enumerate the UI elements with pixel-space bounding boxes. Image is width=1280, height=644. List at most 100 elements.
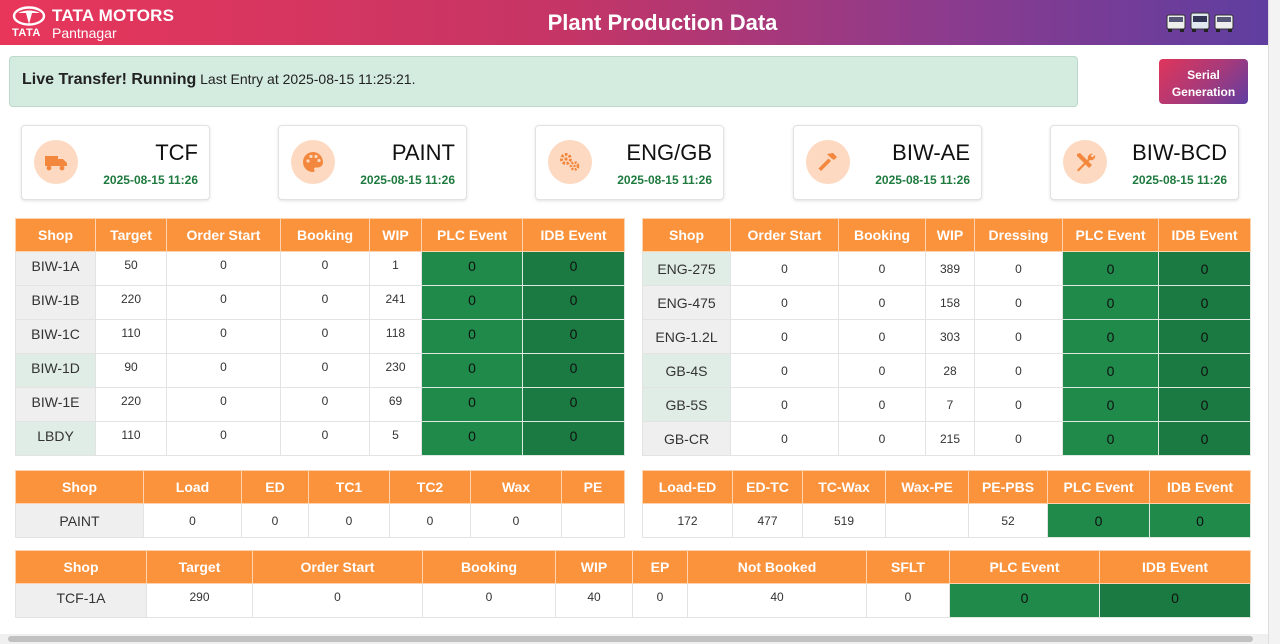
column-header[interactable]: Booking [280,218,370,252]
plc-event-cell: 0 [949,583,1100,618]
column-header[interactable]: Shop [15,218,96,252]
hammer-icon [818,153,837,171]
table-cell: 118 [369,319,422,354]
column-header[interactable]: WIP [555,550,633,584]
table-cell: 5 [369,421,422,456]
shop-card-eng-gb[interactable]: ENG/GB 2025-08-15 11:26 [535,125,724,200]
shop-cell: TCF-1A [15,583,147,618]
column-header[interactable]: Booking [422,550,556,584]
column-header[interactable]: IDB Event [522,218,625,252]
column-header[interactable]: Target [95,218,167,252]
truck-icon [1214,14,1234,32]
table-row: PAINT 0 0 0 0 0 [15,503,625,538]
table-cell: 0 [838,285,926,320]
column-header[interactable]: IDB Event [1099,550,1251,584]
shop-card-biw-ae[interactable]: BIW-AE 2025-08-15 11:26 [793,125,982,200]
table-cell: 0 [252,583,423,618]
column-header[interactable]: PE-PBS [968,470,1048,504]
column-header[interactable]: TC2 [389,470,471,504]
table-cell: 0 [280,319,370,354]
column-header[interactable]: Booking [838,218,926,252]
table-cell: 52 [968,503,1048,538]
column-header[interactable]: ED-TC [732,470,803,504]
column-header[interactable]: Order Start [730,218,839,252]
table-row: 172 477 519 52 0 0 [642,503,1251,538]
table-row: LBDY 110 0 0 5 0 0 [15,421,625,456]
column-header[interactable]: Load-ED [642,470,733,504]
table-cell: 0 [308,503,390,538]
column-header[interactable]: WIP [925,218,975,252]
shop-cell: BIW-1B [15,285,96,320]
column-header[interactable]: IDB Event [1158,218,1251,252]
shop-card-biw-bcd[interactable]: BIW-BCD 2025-08-15 11:26 [1050,125,1239,200]
column-header[interactable]: WIP [369,218,422,252]
column-header[interactable]: PLC Event [1047,470,1150,504]
tools-icon [1077,153,1096,172]
shop-cell: ENG-475 [642,285,731,320]
column-header[interactable]: IDB Event [1149,470,1251,504]
shop-cell: BIW-1C [15,319,96,354]
shop-cell: BIW-1D [15,353,96,388]
column-header[interactable]: PLC Event [1062,218,1159,252]
table-cell: 0 [166,251,281,286]
column-header[interactable]: Shop [15,470,144,504]
idb-event-cell: 0 [1158,353,1251,388]
column-header[interactable]: Shop [642,218,731,252]
column-header[interactable]: Target [146,550,253,584]
vertical-scrollbar[interactable] [1268,0,1280,644]
table-row: ENG-275 0 0 389 0 0 0 [642,251,1251,286]
column-header[interactable]: Dressing [974,218,1063,252]
column-header[interactable]: Order Start [252,550,423,584]
table-cell: 0 [974,251,1063,286]
card-timestamp: 2025-08-15 11:26 [360,173,455,187]
column-header[interactable]: Not Booked [687,550,867,584]
shop-cell: ENG-1.2L [642,319,731,354]
column-header[interactable]: PLC Event [949,550,1100,584]
table-cell: 220 [95,285,167,320]
column-header[interactable]: PLC Event [421,218,523,252]
plc-event-cell: 0 [421,251,523,286]
table-cell: 158 [925,285,975,320]
table-cell: 0 [280,387,370,422]
column-header[interactable]: TC1 [308,470,390,504]
table-cell: 0 [974,285,1063,320]
table-row: BIW-1D 90 0 0 230 0 0 [15,353,625,388]
table-cell: 0 [730,387,839,422]
horizontal-scrollbar[interactable] [0,634,1268,644]
table-cell: 0 [730,353,839,388]
table-cell: 172 [642,503,733,538]
column-header[interactable]: ED [241,470,309,504]
shop-cell: GB-4S [642,353,731,388]
column-header[interactable]: Shop [15,550,147,584]
column-header[interactable]: Wax [470,470,562,504]
column-header[interactable]: Load [143,470,242,504]
idb-event-cell: 0 [522,251,625,286]
table-cell: 0 [280,421,370,456]
table-cell: 0 [730,285,839,320]
idb-event-cell: 0 [1158,285,1251,320]
table-row: ENG-1.2L 0 0 303 0 0 0 [642,319,1251,354]
idb-event-cell: 0 [522,421,625,456]
shop-card-paint[interactable]: PAINT 2025-08-15 11:26 [278,125,467,200]
table-cell: 0 [730,421,839,456]
scrollbar-thumb[interactable] [8,636,1253,642]
table-cell: 0 [166,353,281,388]
table-cell: 290 [146,583,253,618]
shop-cell: GB-CR [642,421,731,456]
column-header[interactable]: SFLT [866,550,950,584]
column-header[interactable]: Order Start [166,218,281,252]
table-cell: 0 [838,387,926,422]
column-header[interactable]: TC-Wax [802,470,886,504]
serial-generation-button[interactable]: Serial Generation [1159,59,1248,104]
card-name: PAINT [391,140,455,165]
table-row: GB-CR 0 0 215 0 0 0 [642,421,1251,456]
table-cell: 0 [280,285,370,320]
column-header[interactable]: Wax-PE [885,470,969,504]
column-header[interactable]: EP [632,550,688,584]
idb-event-cell: 0 [1158,319,1251,354]
column-header[interactable]: PE [561,470,625,504]
truck-icon [1190,12,1210,32]
brand-mark: TATA [12,27,41,39]
shop-card-tcf[interactable]: TCF 2025-08-15 11:26 [21,125,210,200]
table-cell: 110 [95,421,167,456]
